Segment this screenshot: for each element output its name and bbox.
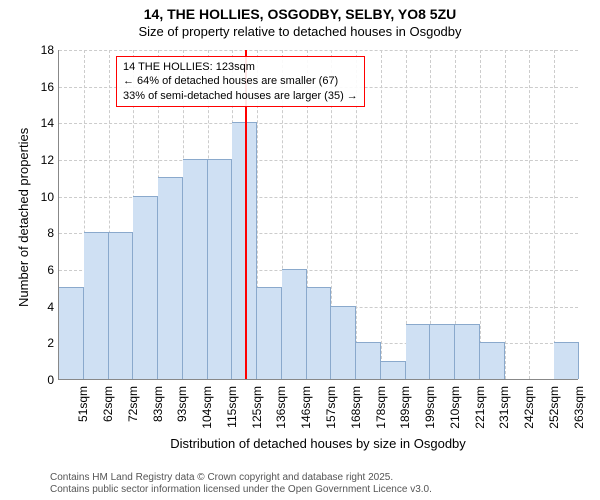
xtick-label: 146sqm	[299, 386, 313, 432]
gridline-v	[505, 50, 506, 379]
ytick-label: 6	[32, 263, 54, 277]
ytick-label: 10	[32, 190, 54, 204]
xtick-label: 199sqm	[423, 386, 437, 432]
xtick-label: 72sqm	[126, 386, 140, 432]
xtick-label: 51sqm	[76, 386, 90, 432]
gridline-v	[554, 50, 555, 379]
histogram-bar	[282, 269, 307, 379]
xtick-label: 263sqm	[572, 386, 586, 432]
xtick-label: 83sqm	[151, 386, 165, 432]
x-axis-label: Distribution of detached houses by size …	[58, 436, 578, 451]
chart-container: { "title_line1": "14, THE HOLLIES, OSGOD…	[0, 0, 600, 500]
histogram-bar	[208, 159, 233, 379]
gridline-v	[381, 50, 382, 379]
histogram-bar	[257, 287, 282, 379]
histogram-bar	[455, 324, 480, 379]
histogram-bar	[480, 342, 505, 379]
annot-line2: ← 64% of detached houses are smaller (67…	[123, 74, 358, 88]
y-axis-label: Number of detached properties	[16, 128, 31, 307]
xtick-label: 168sqm	[349, 386, 363, 432]
gridline-v	[480, 50, 481, 379]
xtick-label: 242sqm	[522, 386, 536, 432]
ytick-label: 8	[32, 226, 54, 240]
histogram-bar	[356, 342, 381, 379]
xtick-label: 221sqm	[473, 386, 487, 432]
histogram-bar	[183, 159, 208, 379]
gridline-h	[59, 160, 578, 161]
histogram-bar	[430, 324, 455, 379]
chart-footer: Contains HM Land Registry data © Crown c…	[50, 472, 432, 496]
xtick-label: 231sqm	[497, 386, 511, 432]
footer-line2: Contains public sector information licen…	[50, 484, 432, 496]
histogram-bar	[307, 287, 332, 379]
chart-title: 14, THE HOLLIES, OSGODBY, SELBY, YO8 5ZU	[0, 6, 600, 22]
histogram-bar	[406, 324, 431, 379]
footer-line1: Contains HM Land Registry data © Crown c…	[50, 472, 432, 484]
histogram-bar	[554, 342, 579, 379]
annot-line3: 33% of semi-detached houses are larger (…	[123, 89, 358, 103]
xtick-label: 210sqm	[448, 386, 462, 432]
xtick-label: 157sqm	[324, 386, 338, 432]
ytick-label: 0	[32, 373, 54, 387]
histogram-bar	[381, 361, 406, 379]
chart-title-block: 14, THE HOLLIES, OSGODBY, SELBY, YO8 5ZU…	[0, 0, 600, 39]
gridline-v	[529, 50, 530, 379]
xtick-label: 104sqm	[200, 386, 214, 432]
histogram-bar	[59, 287, 84, 379]
annotation-box: 14 THE HOLLIES: 123sqm← 64% of detached …	[116, 56, 365, 107]
histogram-bar	[158, 177, 183, 379]
xtick-label: 178sqm	[374, 386, 388, 432]
ytick-label: 4	[32, 300, 54, 314]
annot-line1: 14 THE HOLLIES: 123sqm	[123, 60, 358, 74]
chart-subtitle: Size of property relative to detached ho…	[0, 24, 600, 39]
xtick-label: 189sqm	[398, 386, 412, 432]
xtick-label: 93sqm	[175, 386, 189, 432]
gridline-h	[59, 50, 578, 51]
histogram-bar	[331, 306, 356, 379]
xtick-label: 125sqm	[250, 386, 264, 432]
ytick-label: 2	[32, 336, 54, 350]
xtick-label: 136sqm	[274, 386, 288, 432]
xtick-label: 115sqm	[225, 386, 239, 432]
ytick-label: 16	[32, 80, 54, 94]
ytick-label: 18	[32, 43, 54, 57]
histogram-bar	[84, 232, 109, 379]
xtick-label: 252sqm	[547, 386, 561, 432]
ytick-label: 14	[32, 116, 54, 130]
histogram-bar	[109, 232, 134, 379]
ytick-label: 12	[32, 153, 54, 167]
gridline-h	[59, 123, 578, 124]
histogram-bar	[133, 196, 158, 379]
xtick-label: 62sqm	[101, 386, 115, 432]
